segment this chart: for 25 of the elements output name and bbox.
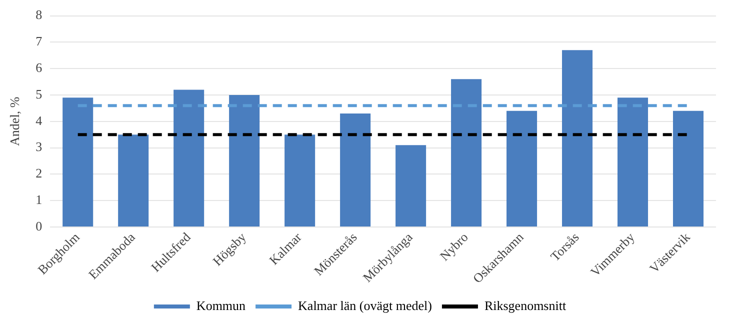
y-tick-label: 6 [36, 60, 43, 76]
y-tick-label: 0 [36, 218, 42, 234]
bar [62, 98, 94, 227]
bar [396, 145, 426, 227]
y-tick-label: 5 [36, 86, 42, 102]
bar [340, 113, 371, 227]
legend-label: Riksgenomsnitt [484, 298, 566, 313]
y-tick-label: 3 [36, 139, 42, 154]
y-tick-label: 8 [36, 7, 42, 22]
bar [174, 90, 204, 227]
bar [618, 98, 648, 227]
y-tick-label: 4 [36, 112, 43, 128]
legend-label: Kalmar län (ovägt medel) [298, 298, 432, 313]
bar [506, 110, 538, 227]
bar [229, 95, 260, 227]
bar [562, 50, 593, 227]
y-axis-title: Andel, % [7, 96, 22, 146]
bar [284, 134, 316, 227]
bar [118, 134, 149, 227]
legend-label: Kommun [196, 298, 246, 313]
y-tick-label: 2 [36, 166, 42, 181]
bar [672, 110, 704, 227]
y-tick-label: 7 [36, 34, 43, 49]
bar [451, 79, 482, 227]
y-tick-label: 1 [36, 192, 42, 208]
